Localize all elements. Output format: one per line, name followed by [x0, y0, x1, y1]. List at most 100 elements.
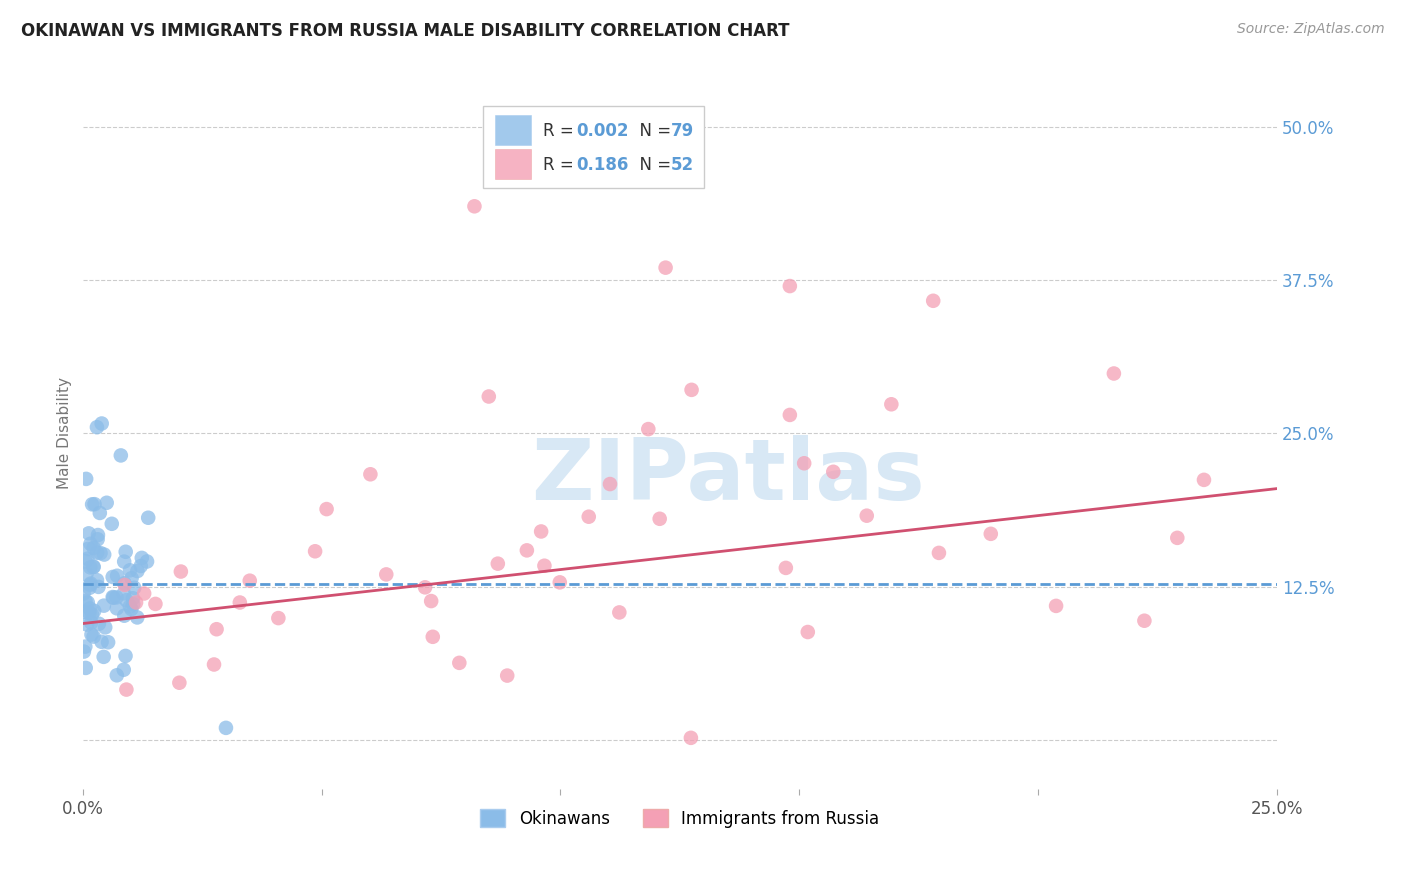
Point — [855, 508, 877, 523]
Point — [779, 279, 801, 293]
Y-axis label: Male Disability: Male Disability — [58, 377, 72, 490]
Point — [121, 571, 143, 585]
Point — [134, 586, 156, 600]
Text: OKINAWAN VS IMMIGRANTS FROM RUSSIA MALE DISABILITY CORRELATION CHART: OKINAWAN VS IMMIGRANTS FROM RUSSIA MALE … — [21, 22, 790, 40]
FancyBboxPatch shape — [495, 115, 530, 145]
Point — [87, 616, 110, 631]
Point — [1166, 531, 1188, 545]
Point — [115, 593, 138, 607]
Text: ZIPatlas: ZIPatlas — [531, 434, 925, 517]
Point — [1192, 473, 1215, 487]
Point — [105, 668, 128, 682]
Point — [73, 644, 96, 658]
Point — [83, 604, 105, 618]
Point — [122, 597, 145, 611]
Point — [681, 383, 703, 397]
Point — [72, 605, 94, 619]
Point — [202, 657, 225, 672]
Point — [90, 417, 112, 431]
Point — [86, 546, 108, 560]
Point — [114, 545, 136, 559]
Point — [82, 497, 104, 511]
Point — [97, 635, 120, 649]
Point — [131, 550, 153, 565]
Point — [103, 591, 125, 605]
Point — [90, 635, 112, 649]
Point — [80, 615, 103, 630]
Point — [105, 601, 128, 615]
Text: N =: N = — [628, 156, 676, 175]
Point — [654, 260, 676, 275]
Point — [679, 731, 702, 745]
Point — [75, 567, 97, 582]
Point — [79, 581, 101, 595]
Point — [105, 568, 128, 582]
Point — [136, 554, 159, 568]
Point — [928, 546, 950, 560]
Point — [486, 557, 509, 571]
Point — [115, 682, 138, 697]
Point — [496, 668, 519, 682]
Point — [304, 544, 326, 558]
Point — [239, 574, 262, 588]
Point — [205, 622, 228, 636]
Point — [648, 512, 671, 526]
Point — [530, 524, 553, 539]
Point — [105, 591, 128, 605]
Point — [100, 516, 122, 531]
Point — [359, 467, 381, 482]
Point — [79, 606, 101, 620]
Point — [267, 611, 290, 625]
Point — [114, 648, 136, 663]
Text: R =: R = — [543, 122, 578, 140]
Point — [89, 506, 111, 520]
Point — [118, 563, 141, 577]
Point — [93, 548, 115, 562]
Point — [463, 199, 485, 213]
Point — [112, 663, 135, 677]
Point — [1102, 367, 1125, 381]
Text: 0.186: 0.186 — [576, 156, 628, 175]
Point — [72, 586, 94, 600]
Point — [125, 595, 148, 609]
Point — [87, 528, 110, 542]
Point — [86, 573, 108, 587]
Point — [93, 599, 115, 613]
Point — [120, 602, 142, 616]
Point — [86, 420, 108, 434]
Point — [170, 565, 193, 579]
Point — [83, 541, 105, 555]
Text: 52: 52 — [671, 156, 693, 175]
Point — [129, 559, 152, 574]
Point — [76, 617, 98, 632]
Point — [110, 449, 132, 463]
Point — [413, 580, 436, 594]
Text: 0.002: 0.002 — [576, 122, 628, 140]
Point — [83, 630, 105, 644]
Point — [79, 537, 101, 551]
Point — [880, 397, 903, 411]
Point — [169, 675, 191, 690]
Point — [215, 721, 238, 735]
Point — [637, 422, 659, 436]
Point — [75, 640, 97, 654]
Point — [80, 607, 103, 622]
Point — [96, 496, 118, 510]
Point — [75, 472, 97, 486]
Point — [114, 578, 136, 592]
Point — [145, 597, 167, 611]
Point — [127, 564, 149, 578]
Point — [76, 595, 98, 609]
Point — [578, 509, 600, 524]
Point — [77, 526, 100, 541]
Point — [127, 610, 149, 624]
Point — [775, 561, 797, 575]
Point — [112, 586, 135, 600]
Text: Source: ZipAtlas.com: Source: ZipAtlas.com — [1237, 22, 1385, 37]
Point — [101, 590, 124, 604]
Point — [114, 576, 136, 591]
Point — [779, 408, 801, 422]
Point — [76, 551, 98, 566]
Point — [823, 465, 845, 479]
Point — [422, 630, 444, 644]
